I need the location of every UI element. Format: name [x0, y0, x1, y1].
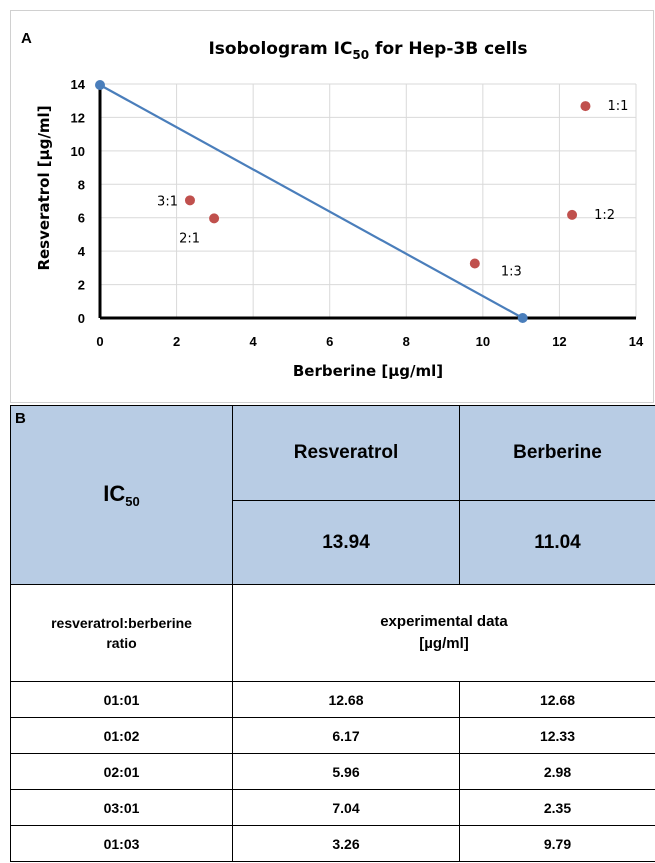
- data-point-label: 1:2: [594, 208, 615, 223]
- ratio-header: resveratrol:berberine ratio: [10, 584, 233, 682]
- isobole-line: [99, 84, 524, 319]
- y-tick-label: 0: [78, 311, 85, 326]
- ic50-value-resveratrol: 13.94: [232, 500, 460, 585]
- panel-letter-a: A: [21, 30, 32, 47]
- row-resveratrol-value: 6.17: [232, 717, 460, 754]
- x-tick-label: 0: [96, 334, 103, 349]
- row-ratio: 02:01: [10, 753, 233, 790]
- y-axis-label: Resveratrol [µg/ml]: [35, 105, 53, 270]
- x-tick-label: 12: [552, 334, 566, 349]
- y-tick-label: 4: [78, 244, 86, 259]
- row-ratio: 01:03: [10, 825, 233, 862]
- ic50-header-cell: B IC50: [10, 405, 233, 585]
- y-tick-label: 2: [78, 278, 85, 293]
- row-berberine-value: 12.33: [459, 717, 655, 754]
- data-point: [567, 209, 578, 220]
- row-berberine-value: 12.68: [459, 681, 655, 718]
- y-tick-label: 6: [78, 211, 85, 226]
- column-header-resveratrol: Resveratrol: [232, 405, 460, 501]
- chart-title-subscript: 50: [352, 48, 369, 62]
- x-tick-label: 4: [250, 334, 258, 349]
- y-tick-label: 12: [71, 110, 85, 125]
- data-point: [184, 195, 195, 206]
- x-tick-label: 14: [629, 334, 644, 349]
- row-ratio: 03:01: [10, 789, 233, 826]
- data-point-label: 1:3: [501, 265, 522, 280]
- chart-panel-a: A Isobologram IC50 for Hep-3B cells 0 2 4 6…: [10, 10, 654, 403]
- isobologram-chart: A Isobologram IC50 for Hep-3B cells 0 2 4 6…: [21, 30, 644, 380]
- data-point: [209, 213, 220, 224]
- x-tick-label: 6: [326, 334, 333, 349]
- data-point: [469, 258, 480, 269]
- chart-title: Isobologram IC50 for Hep-3B cells: [208, 39, 527, 62]
- ratio-header-line2: ratio: [106, 635, 137, 651]
- experimental-data-header-line2: [µg/ml]: [419, 635, 469, 652]
- data-point: [580, 101, 591, 112]
- experimental-data-header: experimental data [µg/ml]: [232, 584, 655, 682]
- row-berberine-value: 2.98: [459, 753, 655, 790]
- isobole-endpoint: [95, 80, 105, 91]
- chart-title-main: Isobologram IC: [208, 39, 352, 59]
- y-tick-label: 14: [71, 77, 86, 92]
- ratio-header-line1: resveratrol:berberine: [51, 615, 192, 631]
- panel-letter-b: B: [15, 410, 26, 427]
- data-point-label: 3:1: [157, 194, 178, 209]
- ic50-label-subscript: 50: [125, 494, 140, 509]
- data-point-label: 1:1: [607, 99, 628, 114]
- experimental-data-header-line1: experimental data: [380, 613, 508, 630]
- x-tick-label: 8: [403, 334, 410, 349]
- row-resveratrol-value: 7.04: [232, 789, 460, 826]
- row-berberine-value: 2.35: [459, 789, 655, 826]
- y-tick-label: 10: [71, 144, 85, 159]
- data-point-label: 2:1: [179, 231, 200, 246]
- x-axis-label: Berberine [µg/ml]: [293, 362, 443, 380]
- row-ratio: 01:01: [10, 681, 233, 718]
- ic50-value-berberine: 11.04: [459, 500, 655, 585]
- x-tick-label: 2: [173, 334, 180, 349]
- row-resveratrol-value: 3.26: [232, 825, 460, 862]
- row-resveratrol-value: 12.68: [232, 681, 460, 718]
- ic50-label-main: IC: [103, 481, 126, 506]
- ic50-table: B IC50 Resveratrol Berberine 13.94 11.04…: [10, 405, 655, 862]
- y-tick-label: 8: [78, 177, 85, 192]
- chart-title-rest: for Hep-3B cells: [369, 39, 527, 59]
- ic50-label: IC50: [103, 481, 140, 509]
- x-tick-label: 10: [476, 334, 490, 349]
- row-ratio: 01:02: [10, 717, 233, 754]
- isobole-endpoint: [517, 313, 528, 323]
- column-header-berberine: Berberine: [459, 405, 655, 501]
- row-berberine-value: 9.79: [459, 825, 655, 862]
- row-resveratrol-value: 5.96: [232, 753, 460, 790]
